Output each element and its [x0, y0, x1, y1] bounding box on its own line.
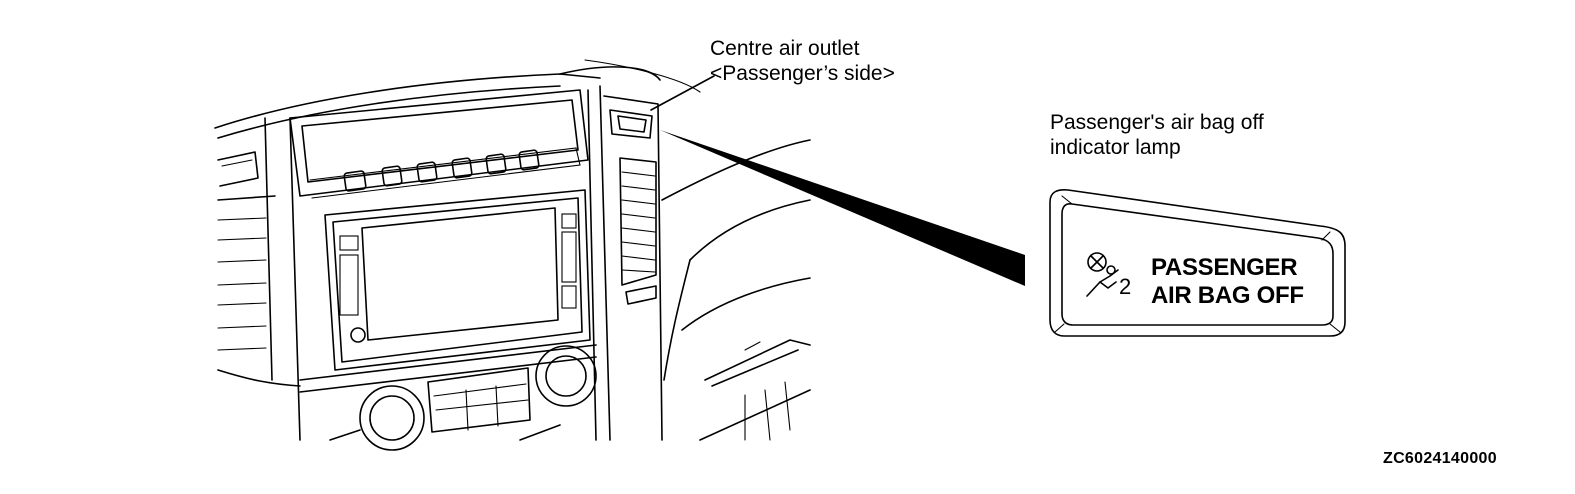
passenger-dashboard	[661, 139, 811, 441]
lamp-leader-wedge	[660, 130, 1025, 286]
centre-air-outlet-label: Centre air outlet <Passenger’s side>	[710, 36, 895, 86]
outlet-label-line1: Centre air outlet	[710, 37, 860, 60]
indicator-lamp-panel	[1049, 189, 1346, 337]
upper-display-hood	[289, 89, 589, 199]
indicator-lamp-text: PASSENGER AIR BAG OFF	[1151, 254, 1304, 310]
indicator-lamp-label: Passenger's air bag off indicator lamp	[1050, 110, 1264, 160]
airbag-off-icon	[1086, 252, 1119, 297]
lamp-label-line1: Passenger's air bag off	[1050, 111, 1264, 134]
centre-air-outlet	[603, 95, 663, 441]
centre-console	[289, 85, 611, 451]
panel-text-line2: AIR BAG OFF	[1151, 282, 1304, 309]
outlet-leader-line	[650, 75, 715, 111]
airbag-icon-number: 2	[1119, 274, 1132, 299]
panel-text-line1: PASSENGER	[1151, 254, 1298, 281]
dashboard-outline	[214, 59, 701, 387]
figure-code: ZC6024140000	[1383, 450, 1497, 467]
outlet-label-line2: <Passenger’s side>	[710, 62, 895, 85]
lamp-label-line2: indicator lamp	[1050, 136, 1181, 159]
